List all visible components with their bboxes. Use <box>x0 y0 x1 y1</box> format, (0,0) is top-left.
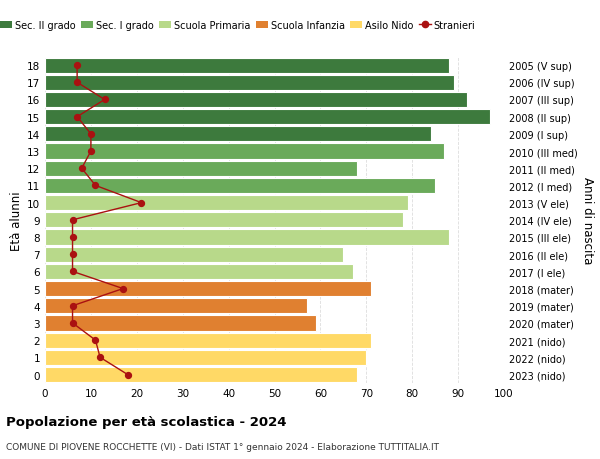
Bar <box>45 58 449 73</box>
Bar <box>45 179 435 194</box>
Point <box>77 165 86 173</box>
Bar <box>45 144 445 159</box>
Point <box>123 371 133 378</box>
Point <box>91 182 100 190</box>
Point <box>137 200 146 207</box>
Text: Popolazione per età scolastica - 2024: Popolazione per età scolastica - 2024 <box>6 415 287 428</box>
Bar <box>45 247 343 262</box>
Point <box>68 251 77 258</box>
Bar <box>45 333 371 348</box>
Bar <box>45 196 407 211</box>
Point <box>73 62 82 70</box>
Bar <box>45 264 353 280</box>
Bar <box>45 367 357 382</box>
Point <box>86 148 96 156</box>
Point <box>73 114 82 121</box>
Point <box>91 337 100 344</box>
Point <box>73 79 82 87</box>
Point <box>95 354 105 361</box>
Bar <box>45 76 454 90</box>
Y-axis label: Età alunni: Età alunni <box>10 190 23 250</box>
Text: COMUNE DI PIOVENE ROCCHETTE (VI) - Dati ISTAT 1° gennaio 2024 - Elaborazione TUT: COMUNE DI PIOVENE ROCCHETTE (VI) - Dati … <box>6 442 439 451</box>
Point <box>100 96 109 104</box>
Point <box>118 285 128 292</box>
Bar <box>45 213 403 228</box>
Bar <box>45 316 316 331</box>
Bar <box>45 281 371 297</box>
Point <box>68 217 77 224</box>
Point <box>68 234 77 241</box>
Point <box>68 268 77 275</box>
Bar <box>45 127 431 142</box>
Point <box>68 302 77 310</box>
Y-axis label: Anni di nascita: Anni di nascita <box>581 177 594 264</box>
Bar <box>45 110 490 125</box>
Legend: Sec. II grado, Sec. I grado, Scuola Primaria, Scuola Infanzia, Asilo Nido, Stran: Sec. II grado, Sec. I grado, Scuola Prim… <box>0 17 479 34</box>
Point <box>86 131 96 138</box>
Bar <box>45 161 357 176</box>
Bar <box>45 93 467 108</box>
Bar <box>45 298 307 313</box>
Point <box>68 319 77 327</box>
Bar <box>45 230 449 245</box>
Bar <box>45 350 366 365</box>
